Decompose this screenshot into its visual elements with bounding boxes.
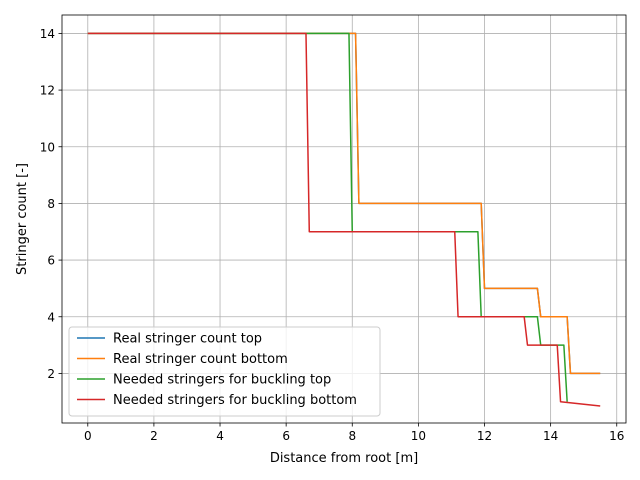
x-tick-label: 16: [609, 429, 624, 443]
legend-label: Real stringer count bottom: [113, 352, 288, 367]
y-tick-label: 4: [47, 310, 55, 324]
x-tick-label: 4: [216, 429, 224, 443]
y-tick-label: 10: [40, 140, 55, 154]
x-axis-label: Distance from root [m]: [270, 451, 418, 466]
series-line-4: [87, 32, 601, 407]
legend: Real stringer count top Real stringer cou…: [68, 326, 381, 417]
x-axis-ticks: 0 2 4 6 8 10 12 14 16: [84, 423, 624, 443]
y-tick-label: 14: [40, 27, 55, 41]
plot-frame: [61, 14, 627, 424]
x-tick-label: 12: [477, 429, 492, 443]
y-axis-label: Stringer count [-]: [15, 163, 30, 275]
y-tick-label: 8: [47, 197, 55, 211]
y-tick-label: 2: [47, 367, 55, 381]
x-tick-label: 14: [543, 429, 558, 443]
series-layer: [87, 32, 601, 407]
y-axis-ticks: 2 4 6 8 10 12 14: [40, 27, 62, 381]
x-tick-label: 10: [411, 429, 426, 443]
x-tick-label: 6: [282, 429, 290, 443]
series-line-2: [87, 32, 601, 375]
x-tick-label: 2: [150, 429, 158, 443]
legend-box: [68, 326, 381, 417]
y-tick-label: 6: [47, 254, 55, 268]
legend-label: Needed stringers for buckling bottom: [113, 393, 357, 408]
x-tick-label: 8: [348, 429, 356, 443]
x-tick-label: 0: [84, 429, 92, 443]
y-tick-label: 12: [40, 84, 55, 98]
legend-label: Needed stringers for buckling top: [113, 373, 331, 388]
legend-label: Real stringer count top: [113, 332, 262, 347]
